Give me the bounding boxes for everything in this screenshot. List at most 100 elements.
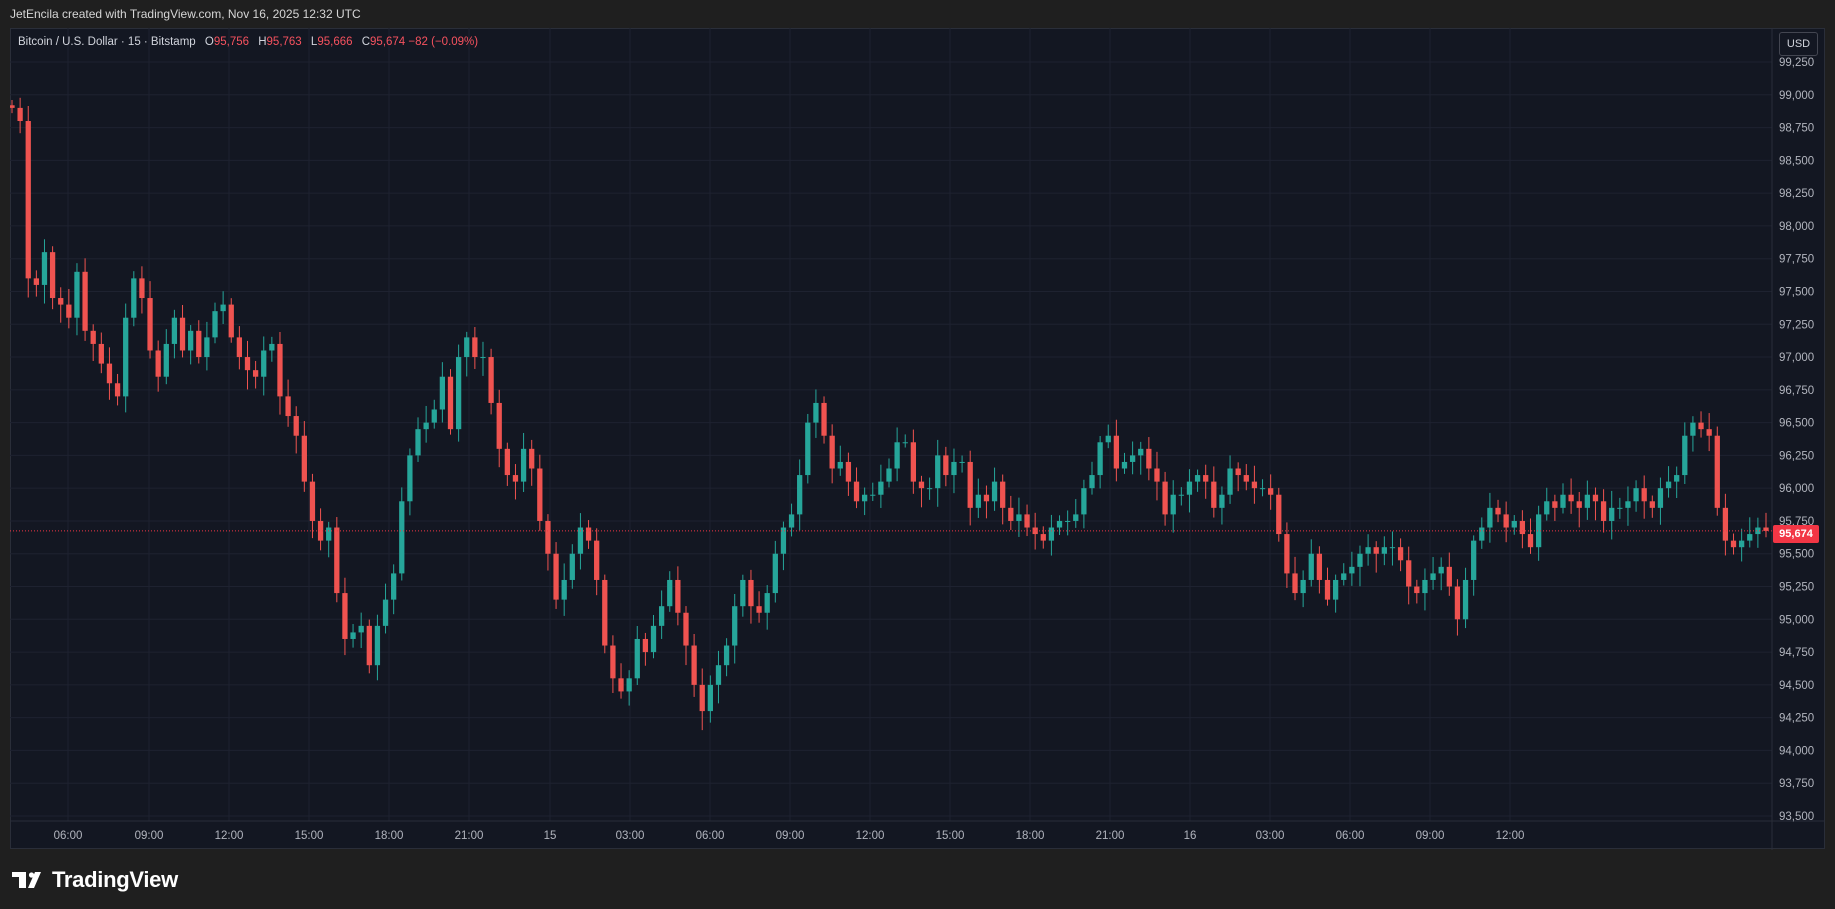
candle-body (415, 429, 421, 456)
candle-body (114, 383, 121, 397)
price-tick-label: 93,750 (1779, 778, 1814, 790)
price-tick-label: 95,500 (1779, 549, 1814, 561)
candle-body (358, 625, 364, 633)
candle-body (220, 304, 226, 312)
candle-body (951, 461, 957, 476)
candle-body (788, 514, 795, 528)
candle-body (577, 527, 584, 554)
candle-body (261, 350, 267, 377)
tradingview-logo[interactable]: TradingView (12, 866, 178, 894)
candle-body (1284, 534, 1290, 574)
candle-body (1113, 435, 1120, 469)
candle-body (1349, 566, 1355, 574)
candle-body (943, 455, 949, 476)
candle-body (252, 370, 259, 377)
candle-body (1625, 501, 1631, 508)
candle-body (171, 317, 178, 344)
candle-body (813, 402, 819, 423)
candle-body (1300, 579, 1306, 594)
candle-body (1268, 488, 1274, 495)
candle-body (1332, 579, 1339, 600)
candle-body (1308, 553, 1314, 580)
candle-body (366, 625, 372, 666)
candle-body (1617, 507, 1623, 509)
price-tick-label: 97,000 (1779, 352, 1814, 364)
candle-body (732, 606, 738, 646)
candle-body (480, 357, 486, 359)
price-tick-label: 97,500 (1779, 286, 1814, 298)
candle-body (529, 448, 535, 469)
candle-body (17, 107, 23, 122)
candle-body (33, 278, 40, 285)
candle-body (277, 343, 283, 397)
candle-body (699, 684, 705, 712)
candle-body (1706, 429, 1712, 436)
candle-body (1389, 547, 1396, 549)
candle-body (147, 298, 153, 351)
candle-body (1763, 527, 1769, 531)
time-tick-label: 21:00 (1096, 830, 1125, 842)
price-tick-label: 99,250 (1779, 57, 1814, 69)
candle-body (98, 343, 104, 364)
candle-body (837, 461, 843, 469)
time-tick-label: 09:00 (776, 830, 805, 842)
candle-body (1373, 547, 1379, 554)
candle-body (455, 357, 462, 430)
candle-body (1073, 514, 1079, 521)
candle-body (1535, 514, 1542, 548)
currency-button[interactable]: USD (1779, 32, 1818, 56)
price-tick-label: 94,750 (1779, 647, 1814, 659)
candle-body (374, 625, 381, 666)
candle-body (1422, 579, 1428, 594)
low-label: L (310, 36, 318, 48)
candle-body (1438, 566, 1444, 574)
low-value: 95,666 (317, 36, 353, 48)
candle-body (715, 665, 722, 685)
candle-body (1341, 573, 1347, 580)
candle-body (667, 579, 673, 607)
candle-body (1219, 494, 1225, 508)
time-tick-label: 09:00 (135, 830, 164, 842)
candle-body (1381, 547, 1387, 554)
candle-body (658, 606, 665, 626)
candle-body (910, 442, 917, 482)
candle-body (1170, 494, 1176, 515)
candle-body (585, 527, 592, 541)
candle-body (1008, 507, 1014, 521)
candle-body (496, 402, 502, 449)
candle-body (634, 638, 640, 679)
candle-body (228, 304, 234, 338)
candle-body (1568, 494, 1574, 502)
candle-body (1495, 507, 1501, 515)
candle-body (1276, 494, 1282, 535)
candle-body (1714, 435, 1720, 508)
candle-body (244, 357, 251, 371)
time-tick-label: 06:00 (696, 830, 725, 842)
time-tick-label: 15:00 (936, 830, 965, 842)
header-bar: JetEncila created with TradingView.com, … (0, 0, 1835, 28)
price-tick-label: 97,250 (1779, 319, 1814, 331)
time-tick-label: 12:00 (215, 830, 244, 842)
candle-body (723, 645, 730, 666)
candle-body (236, 337, 243, 358)
price-chart[interactable]: 99,250 99,000 98,750 98,500 98,250 98,000 97,7… (10, 28, 1825, 850)
candle-body (561, 579, 567, 600)
candle-body (309, 481, 316, 521)
high-value: 95,763 (266, 36, 302, 48)
candle-body (886, 468, 892, 482)
candle-body (1162, 481, 1168, 515)
candle-body (488, 357, 494, 403)
symbol-label: Bitcoin / U.S. Dollar · 15 · Bitstamp (18, 36, 196, 48)
candle-body (1211, 481, 1217, 508)
candle-body (594, 540, 600, 580)
candle-body (106, 363, 113, 384)
candle-body (1186, 481, 1193, 495)
time-tick-label: 03:00 (1256, 830, 1285, 842)
candle-body (1755, 527, 1761, 535)
candle-body (212, 311, 218, 338)
candle-body (1454, 586, 1461, 620)
open-label: O (204, 36, 214, 48)
candle-body (1056, 520, 1063, 528)
candle-body (642, 638, 649, 653)
candle-body (805, 422, 811, 476)
